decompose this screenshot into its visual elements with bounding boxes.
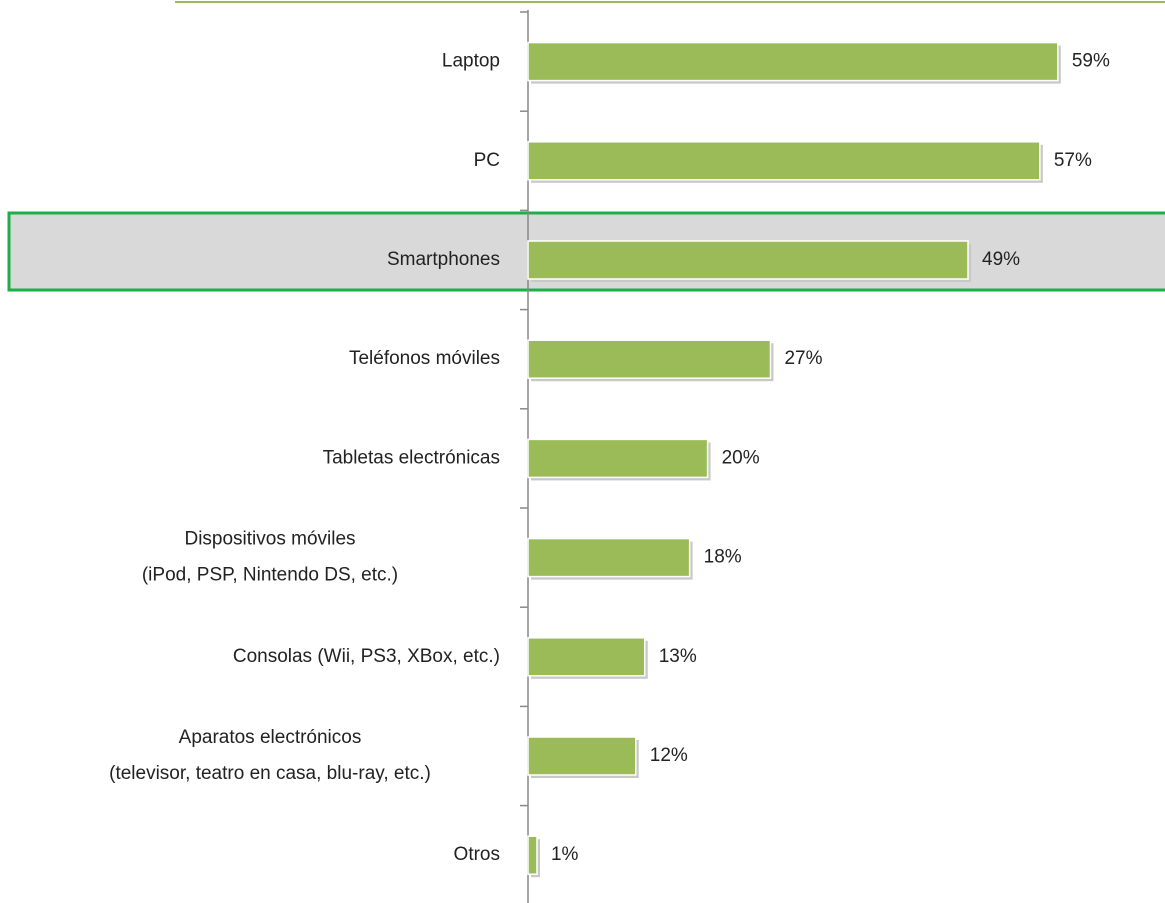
value-label: 57% (1054, 150, 1092, 171)
category-label: Smartphones (387, 249, 500, 270)
bar (527, 736, 637, 776)
value-label: 1% (551, 844, 579, 865)
value-label: 18% (704, 547, 742, 568)
bar (527, 637, 646, 677)
category-label: Dispositivos móviles (iPod, PSP, Nintendo… (142, 529, 398, 586)
category-label: Aparatos electrónicos (televisor, teatro … (109, 727, 431, 784)
category-label: Consolas (Wii, PS3, XBox, etc.) (233, 646, 500, 667)
bar (527, 438, 709, 479)
value-label: 49% (982, 249, 1020, 270)
value-label: 59% (1072, 51, 1110, 72)
value-label: 12% (650, 745, 688, 766)
category-label: Tabletas electrónicas (323, 447, 500, 468)
category-label: Otros (454, 844, 500, 865)
category-label: Laptop (442, 51, 500, 72)
value-label: 13% (659, 646, 697, 667)
bar (527, 835, 538, 875)
bar (527, 141, 1041, 181)
bar (527, 339, 772, 379)
value-label: 27% (784, 348, 822, 369)
bar (527, 240, 969, 280)
category-label: PC (474, 150, 500, 171)
bar (527, 41, 1059, 82)
category-label: Teléfonos móviles (349, 348, 500, 369)
bar (527, 537, 691, 578)
value-label: 20% (722, 447, 760, 468)
